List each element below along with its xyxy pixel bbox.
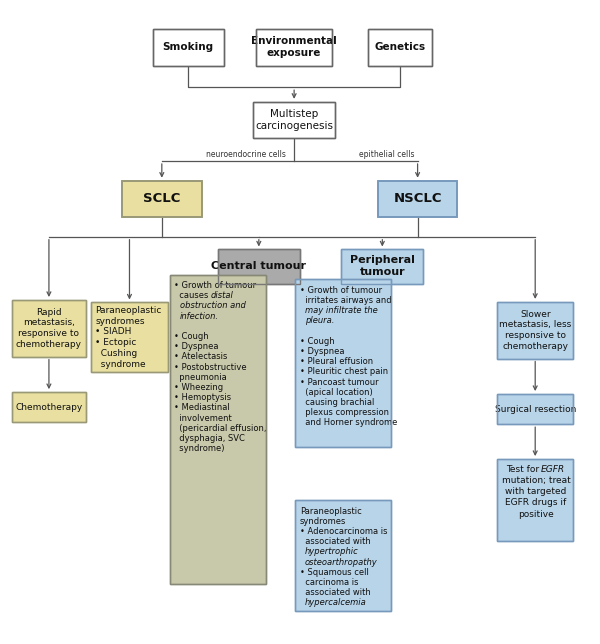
Text: Chemotherapy: Chemotherapy [15, 402, 83, 412]
Text: • Squamous cell: • Squamous cell [300, 568, 368, 577]
FancyBboxPatch shape [497, 394, 574, 424]
Text: with targeted: with targeted [505, 488, 566, 497]
Text: osteoarthropathy: osteoarthropathy [305, 558, 377, 567]
FancyBboxPatch shape [91, 303, 168, 372]
Text: • Atelectasis: • Atelectasis [175, 352, 228, 361]
Text: causes: causes [175, 291, 211, 300]
Text: • Hemoptysis: • Hemoptysis [175, 393, 232, 402]
Text: EGFR drugs if: EGFR drugs if [505, 498, 566, 507]
Text: associated with: associated with [300, 537, 370, 546]
Text: Smoking: Smoking [163, 43, 214, 52]
Text: Central tumour: Central tumour [211, 261, 307, 272]
Text: mutation; treat: mutation; treat [502, 477, 570, 486]
Text: SCLC: SCLC [143, 193, 181, 205]
Text: distal: distal [211, 291, 233, 300]
Text: • Wheezing: • Wheezing [175, 383, 224, 392]
Text: and Horner syndrome: and Horner syndrome [300, 419, 397, 428]
Text: carcinoma is: carcinoma is [300, 578, 358, 587]
Text: Genetics: Genetics [374, 43, 425, 52]
Text: Environmental
exposure: Environmental exposure [251, 37, 337, 59]
FancyBboxPatch shape [218, 249, 300, 284]
Text: • Growth of tumour: • Growth of tumour [300, 286, 382, 295]
Text: (apical location): (apical location) [300, 388, 373, 397]
Text: infection.: infection. [179, 312, 218, 321]
FancyBboxPatch shape [256, 28, 332, 66]
FancyBboxPatch shape [153, 28, 224, 66]
Text: may infiltrate the: may infiltrate the [305, 306, 377, 315]
FancyBboxPatch shape [12, 300, 86, 357]
FancyBboxPatch shape [497, 302, 574, 359]
Text: Slower
metastasis, less
responsive to
chemotherapy: Slower metastasis, less responsive to ch… [499, 310, 571, 351]
FancyBboxPatch shape [378, 180, 457, 217]
Text: hypertrophic: hypertrophic [305, 547, 359, 556]
Text: Peripheral
tumour: Peripheral tumour [350, 256, 415, 278]
FancyBboxPatch shape [295, 500, 391, 611]
Text: dysphagia, SVC: dysphagia, SVC [175, 434, 245, 443]
Text: • Cough: • Cough [175, 332, 209, 341]
FancyBboxPatch shape [341, 249, 424, 284]
Text: • Dyspnea: • Dyspnea [300, 347, 344, 356]
Text: Test for: Test for [506, 465, 542, 474]
Text: Rapid
metastasis,
responsive to
chemotherapy: Rapid metastasis, responsive to chemothe… [16, 308, 82, 349]
Text: syndrome): syndrome) [175, 444, 225, 453]
Text: Paraneoplastic
syndromes
• SIADH
• Ectopic
  Cushing
  syndrome: Paraneoplastic syndromes • SIADH • Ectop… [95, 306, 162, 368]
Text: Paraneoplastic: Paraneoplastic [300, 507, 361, 516]
FancyBboxPatch shape [122, 180, 202, 217]
Text: NSCLC: NSCLC [394, 193, 442, 205]
Text: (pericardial effusion,: (pericardial effusion, [175, 424, 267, 433]
Text: pneumonia: pneumonia [175, 373, 227, 382]
Text: epithelial cells: epithelial cells [359, 150, 415, 159]
Text: Surgical resection: Surgical resection [494, 404, 576, 413]
Text: • Postobstructive: • Postobstructive [175, 363, 247, 372]
Text: • Pleural effusion: • Pleural effusion [300, 357, 373, 366]
Text: • Adenocarcinoma is: • Adenocarcinoma is [300, 527, 387, 536]
Text: neuroendocrine cells: neuroendocrine cells [206, 150, 286, 159]
Text: • Dyspnea: • Dyspnea [175, 342, 219, 351]
Text: • Cough: • Cough [300, 337, 334, 346]
FancyBboxPatch shape [253, 102, 335, 138]
FancyBboxPatch shape [12, 392, 86, 422]
Text: involvement: involvement [175, 413, 232, 422]
Text: causing brachial: causing brachial [300, 398, 374, 407]
Text: EGFR: EGFR [541, 465, 565, 474]
Text: obstruction and: obstruction and [179, 301, 245, 310]
FancyBboxPatch shape [170, 275, 266, 584]
Text: positive: positive [518, 509, 553, 518]
Text: irritates airways and: irritates airways and [300, 296, 391, 305]
Text: plexus compression: plexus compression [300, 408, 389, 417]
Text: pleura.: pleura. [305, 316, 334, 325]
Text: hypercalcemia: hypercalcemia [305, 598, 367, 607]
FancyBboxPatch shape [497, 459, 574, 541]
FancyBboxPatch shape [295, 279, 391, 447]
Text: • Mediastinal: • Mediastinal [175, 404, 230, 412]
Text: associated with: associated with [300, 588, 370, 597]
Text: Multistep
carcinogenesis: Multistep carcinogenesis [255, 109, 333, 131]
Text: • Pleuritic chest pain: • Pleuritic chest pain [300, 367, 388, 376]
FancyBboxPatch shape [368, 28, 432, 66]
Text: • Growth of tumour: • Growth of tumour [175, 281, 257, 290]
Text: • Pancoast tumour: • Pancoast tumour [300, 377, 379, 386]
Text: syndromes: syndromes [300, 517, 346, 526]
